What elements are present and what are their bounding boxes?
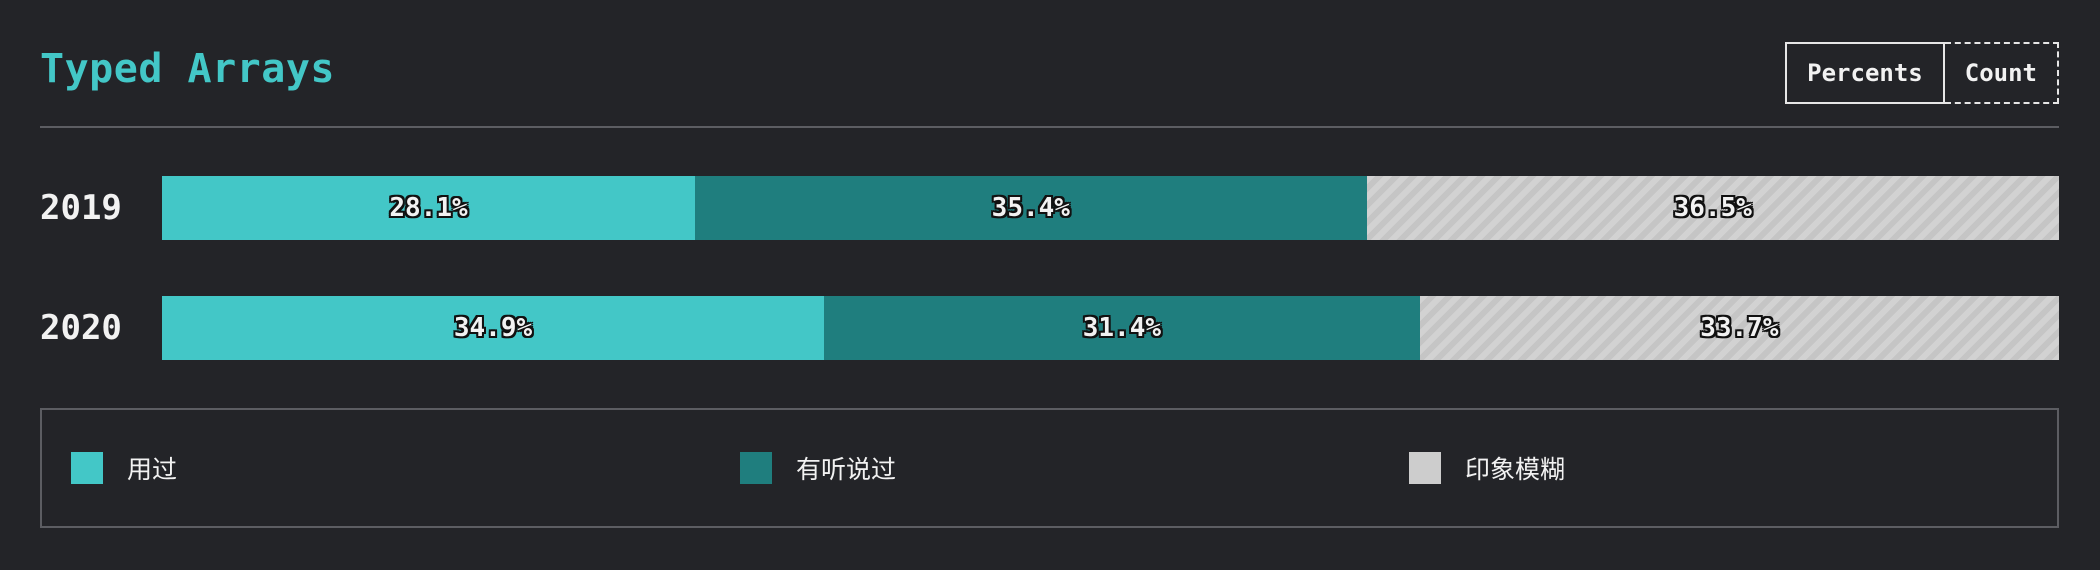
legend-item-used: 用过 bbox=[42, 450, 711, 486]
bar-segment-used: 34.9% bbox=[162, 296, 824, 360]
data-label: 35.4% bbox=[992, 193, 1070, 223]
bar-segment-used: 28.1% bbox=[162, 176, 695, 240]
bar-row-2019: 2019 28.1% 35.4% 36.5% bbox=[40, 176, 2059, 240]
legend-swatch bbox=[1409, 452, 1441, 484]
bar-segment-vague: 33.7% bbox=[1420, 296, 2059, 360]
data-label: 33.7% bbox=[1700, 313, 1778, 343]
view-toggle: Percents Count bbox=[1785, 42, 2059, 104]
legend-label: 印象模糊 bbox=[1465, 450, 1565, 486]
legend-item-vague: 印象模糊 bbox=[1380, 450, 2049, 486]
legend-label: 用过 bbox=[127, 450, 177, 486]
bar-segment-heard: 35.4% bbox=[695, 176, 1367, 240]
header-divider bbox=[40, 126, 2059, 128]
legend-label: 有听说过 bbox=[796, 450, 896, 486]
row-label: 2019 bbox=[40, 188, 162, 228]
data-label: 31.4% bbox=[1083, 313, 1161, 343]
legend: 用过 有听说过 印象模糊 bbox=[40, 408, 2059, 528]
count-button[interactable]: Count bbox=[1945, 42, 2059, 104]
bar-segment-heard: 31.4% bbox=[824, 296, 1420, 360]
data-label: 28.1% bbox=[389, 193, 467, 223]
chart-title: Typed Arrays bbox=[40, 46, 335, 92]
bar-row-2020: 2020 34.9% 31.4% 33.7% bbox=[40, 296, 2059, 360]
bar-segment-vague: 36.5% bbox=[1367, 176, 2059, 240]
percents-button[interactable]: Percents bbox=[1785, 42, 1945, 104]
legend-item-heard: 有听说过 bbox=[711, 450, 1380, 486]
data-label: 34.9% bbox=[454, 313, 532, 343]
stacked-bar: 28.1% 35.4% 36.5% bbox=[162, 176, 2059, 240]
legend-swatch bbox=[71, 452, 103, 484]
legend-swatch bbox=[740, 452, 772, 484]
data-label: 36.5% bbox=[1674, 193, 1752, 223]
stacked-bar: 34.9% 31.4% 33.7% bbox=[162, 296, 2059, 360]
row-label: 2020 bbox=[40, 308, 162, 348]
